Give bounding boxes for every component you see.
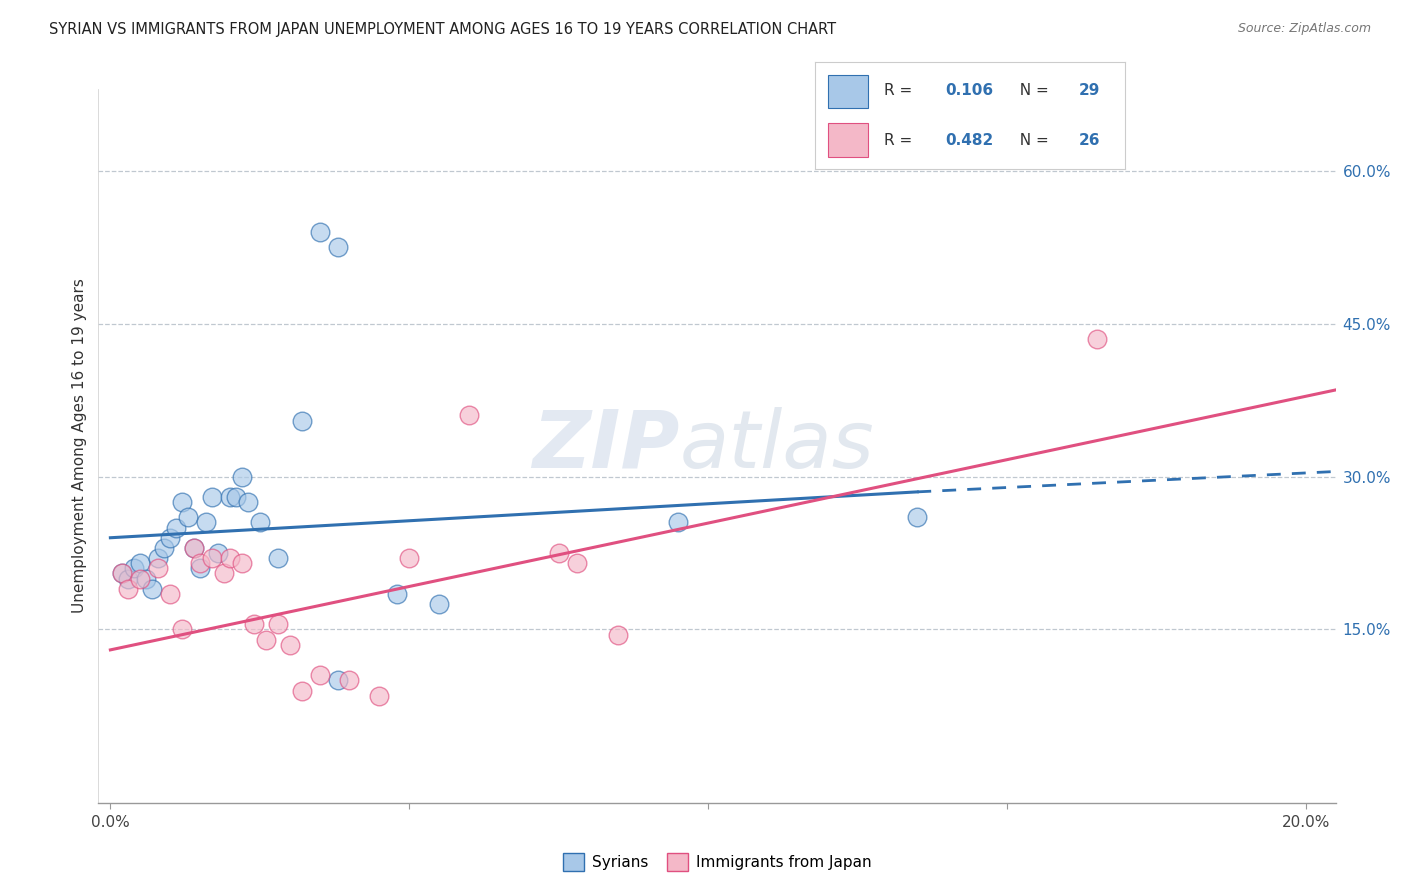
Point [565, 556, 588, 570]
Point [666, 516, 689, 530]
Point [254, 632, 277, 647]
Point [201, 551, 224, 566]
Point [267, 617, 290, 632]
Point [249, 516, 271, 530]
Point [547, 546, 569, 560]
Point [308, 668, 330, 682]
Legend: Syrians, Immigrants from Japan: Syrians, Immigrants from Japan [557, 847, 877, 877]
Point [291, 683, 314, 698]
Text: 29: 29 [1078, 83, 1099, 98]
Point [183, 541, 205, 555]
Y-axis label: Unemployment Among Ages 16 to 19 years: Unemployment Among Ages 16 to 19 years [72, 278, 87, 614]
FancyBboxPatch shape [828, 75, 868, 109]
Point [159, 531, 181, 545]
Text: N =: N = [1011, 83, 1054, 98]
Point [278, 638, 301, 652]
Point [212, 566, 235, 581]
Point [267, 551, 290, 566]
Point [339, 673, 361, 688]
Point [219, 490, 242, 504]
Point [607, 627, 630, 641]
FancyBboxPatch shape [828, 123, 868, 157]
Text: atlas: atlas [681, 407, 875, 485]
Point [188, 561, 211, 575]
Point [231, 556, 253, 570]
Point [172, 623, 194, 637]
Point [177, 510, 200, 524]
Point [1085, 332, 1108, 346]
Point [387, 587, 409, 601]
Point [231, 469, 253, 483]
Point [427, 597, 450, 611]
Point [398, 551, 420, 566]
Point [135, 572, 157, 586]
Point [326, 673, 349, 688]
Point [308, 225, 330, 239]
Point [148, 551, 170, 566]
Point [111, 566, 134, 581]
Point [117, 582, 139, 596]
Point [243, 617, 266, 632]
Point [172, 495, 194, 509]
Point [458, 409, 481, 423]
Point [165, 520, 187, 534]
Point [111, 566, 134, 581]
Point [207, 546, 229, 560]
Text: 26: 26 [1078, 133, 1099, 147]
Text: Source: ZipAtlas.com: Source: ZipAtlas.com [1237, 22, 1371, 36]
Point [188, 556, 211, 570]
Point [183, 541, 205, 555]
Point [159, 587, 181, 601]
Text: ZIP: ZIP [533, 407, 681, 485]
Point [129, 572, 152, 586]
Point [148, 561, 170, 575]
Point [124, 561, 146, 575]
Point [117, 572, 139, 586]
Point [201, 490, 224, 504]
Point [326, 240, 349, 254]
Point [195, 516, 218, 530]
Point [141, 582, 163, 596]
Point [291, 413, 314, 427]
Point [236, 495, 259, 509]
Text: 0.482: 0.482 [945, 133, 994, 147]
Text: 0.106: 0.106 [945, 83, 994, 98]
Point [153, 541, 176, 555]
Point [905, 510, 928, 524]
Text: R =: R = [883, 133, 917, 147]
Point [225, 490, 247, 504]
Text: SYRIAN VS IMMIGRANTS FROM JAPAN UNEMPLOYMENT AMONG AGES 16 TO 19 YEARS CORRELATI: SYRIAN VS IMMIGRANTS FROM JAPAN UNEMPLOY… [49, 22, 837, 37]
Point [219, 551, 242, 566]
Text: R =: R = [883, 83, 917, 98]
Text: N =: N = [1011, 133, 1054, 147]
Point [368, 689, 391, 703]
Point [129, 556, 152, 570]
